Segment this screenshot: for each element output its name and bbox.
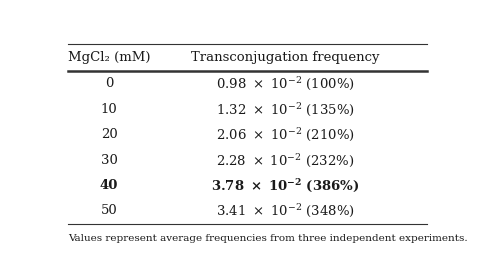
Text: $\mathregular{2.06\ \times\ 10^{-2}}$ (210%): $\mathregular{2.06\ \times\ 10^{-2}}$ (2… <box>215 126 355 143</box>
Text: 40: 40 <box>100 179 118 192</box>
Text: 50: 50 <box>100 205 117 217</box>
Text: $\mathregular{3.41\ \times\ 10^{-2}}$ (348%): $\mathregular{3.41\ \times\ 10^{-2}}$ (3… <box>215 202 355 219</box>
Text: 10: 10 <box>100 103 117 116</box>
Text: MgCl₂ (mM): MgCl₂ (mM) <box>68 51 150 64</box>
Text: 20: 20 <box>100 128 117 141</box>
Text: 30: 30 <box>100 153 117 167</box>
Text: Values represent average frequencies from three independent experiments.: Values represent average frequencies fro… <box>68 234 468 243</box>
Text: Transconjugation frequency: Transconjugation frequency <box>191 51 379 64</box>
Text: $\mathregular{1.32\ \times\ 10^{-2}}$ (135%): $\mathregular{1.32\ \times\ 10^{-2}}$ (1… <box>215 101 355 118</box>
Text: $\mathregular{0.98\ \times\ 10^{-2}}$ (100%): $\mathregular{0.98\ \times\ 10^{-2}}$ (1… <box>215 75 355 92</box>
Text: $\mathregular{2.28\ \times\ 10^{-2}}$ (232%): $\mathregular{2.28\ \times\ 10^{-2}}$ (2… <box>216 151 354 169</box>
Text: $\mathregular{3.78\ \times\ 10^{-2}}$ (386%): $\mathregular{3.78\ \times\ 10^{-2}}$ (3… <box>211 177 359 194</box>
Text: 0: 0 <box>105 77 113 90</box>
